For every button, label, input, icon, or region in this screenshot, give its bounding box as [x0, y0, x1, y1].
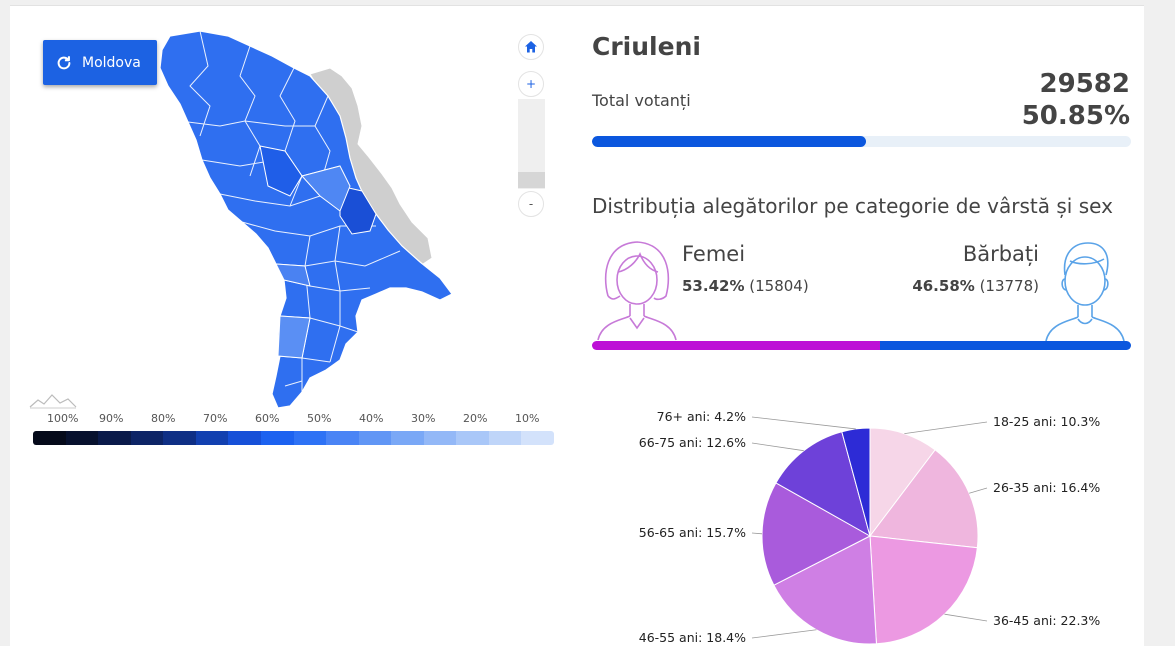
moldova-reset-label: Moldova	[82, 54, 141, 71]
female-label: Femei	[682, 242, 746, 266]
pie-label-connector	[969, 487, 988, 494]
page: Moldova + - 100% 90% 80% 70% 60% 50% 40% 30% 20%…	[10, 5, 1144, 646]
map-district-criuleni[interactable]	[339, 185, 377, 235]
legend-swatch	[521, 431, 554, 445]
legend-label: 10%	[515, 412, 540, 425]
legend-swatch	[456, 431, 489, 445]
map-country-body[interactable]	[159, 30, 453, 409]
map-district-light-2[interactable]	[275, 263, 311, 287]
moldova-map[interactable]	[40, 26, 470, 416]
total-voters-label: Total votanți	[592, 91, 691, 110]
legend-labels: 100% 90% 80% 70% 60% 50% 40% 30% 20% 10%	[33, 412, 553, 428]
sex-ratio-female	[592, 341, 880, 350]
pie-slice[interactable]	[869, 535, 978, 645]
male-avatar-icon	[1045, 242, 1125, 342]
moldova-reset-button[interactable]: Moldova	[43, 40, 157, 85]
pie-slice[interactable]	[869, 427, 936, 538]
age-pie-chart: 18-25 ani: 10.3% 26-35 ani: 16.4% 36-45 an…	[639, 409, 1101, 645]
map-district-dark[interactable]	[259, 145, 303, 197]
region-title: Criuleni	[592, 32, 701, 61]
female-percent: 53.42%	[682, 277, 745, 295]
plus-icon: +	[525, 77, 537, 91]
pie-label-connector	[751, 629, 817, 639]
map-district-light-3[interactable]	[277, 315, 311, 359]
map-district-light[interactable]	[301, 165, 351, 212]
legend-label: 60%	[255, 412, 280, 425]
total-voters-count: 29582	[1039, 69, 1130, 99]
pie-slice[interactable]	[773, 535, 877, 645]
distribution-title: Distribuția alegătorilor pe categorie de…	[592, 194, 1113, 218]
legend-swatch	[358, 431, 392, 445]
legend-swatch	[130, 431, 164, 445]
zoom-home-button[interactable]	[518, 34, 544, 60]
pie-label-connector	[904, 421, 988, 435]
legend-label: 40%	[359, 412, 384, 425]
pie-label-connector	[751, 442, 804, 452]
pie-slice-label: 76+ ani: 4.2%	[657, 409, 746, 424]
legend-swatch	[488, 431, 522, 445]
legend-swatch	[293, 431, 327, 445]
legend-label: 90%	[99, 412, 124, 425]
male-percent: 46.58%	[912, 277, 975, 295]
male-count: (13778)	[979, 277, 1039, 295]
zoom-slider-thumb[interactable]	[518, 172, 545, 188]
legend-label: 50%	[307, 412, 332, 425]
pie-slice-label: 18-25 ani: 10.3%	[993, 414, 1100, 429]
zoom-out-button[interactable]: -	[518, 191, 544, 217]
zoom-in-button[interactable]: +	[518, 71, 544, 97]
legend-swatch	[98, 431, 131, 445]
pie-slice[interactable]	[775, 431, 871, 538]
pie-slice-label: 36-45 ani: 22.3%	[993, 613, 1100, 628]
legend-swatch	[260, 431, 294, 445]
legend-label: 30%	[411, 412, 436, 425]
pie-label-connector	[751, 416, 856, 430]
male-label: Bărbați	[962, 242, 1039, 266]
refresh-icon	[57, 55, 71, 69]
turnout-progress-bar	[592, 136, 1131, 147]
legend-label: 20%	[463, 412, 488, 425]
legend-swatch	[163, 431, 196, 445]
mini-chart-icon	[29, 394, 77, 409]
sex-ratio-male	[879, 341, 1131, 350]
female-stats: 53.42% (15804)	[682, 277, 809, 295]
pie-slice[interactable]	[841, 427, 871, 537]
female-count: (15804)	[749, 277, 809, 295]
legend-swatch	[228, 431, 261, 445]
pie-slice[interactable]	[761, 482, 872, 586]
sex-ratio-bar	[592, 341, 1131, 350]
legend-swatch	[423, 431, 457, 445]
legend-swatch	[391, 431, 424, 445]
pie-slice-label: 26-35 ani: 16.4%	[993, 480, 1100, 495]
legend-label: 70%	[203, 412, 228, 425]
pie-slice-label: 56-65 ani: 15.7%	[639, 525, 746, 540]
total-voters-percent: 50.85%	[1021, 101, 1130, 131]
pie-label-connector	[944, 613, 988, 622]
minus-icon: -	[528, 197, 534, 211]
legend-label: 80%	[151, 412, 176, 425]
legend-swatch	[65, 431, 99, 445]
female-avatar-icon	[597, 241, 677, 341]
male-stats: 46.58% (13778)	[912, 277, 1039, 295]
legend-label: 100%	[47, 412, 79, 425]
legend-swatch	[33, 431, 66, 445]
home-icon	[525, 41, 537, 53]
pie-slice-label: 46-55 ani: 18.4%	[639, 630, 746, 645]
legend-color-scale	[33, 431, 554, 445]
pie-label-connector	[751, 532, 763, 535]
pie-slice-label: 66-75 ani: 12.6%	[639, 435, 746, 450]
pie-slice[interactable]	[869, 449, 979, 549]
legend-swatch	[195, 431, 229, 445]
turnout-progress-fill	[592, 136, 867, 147]
legend-swatch	[326, 431, 359, 445]
